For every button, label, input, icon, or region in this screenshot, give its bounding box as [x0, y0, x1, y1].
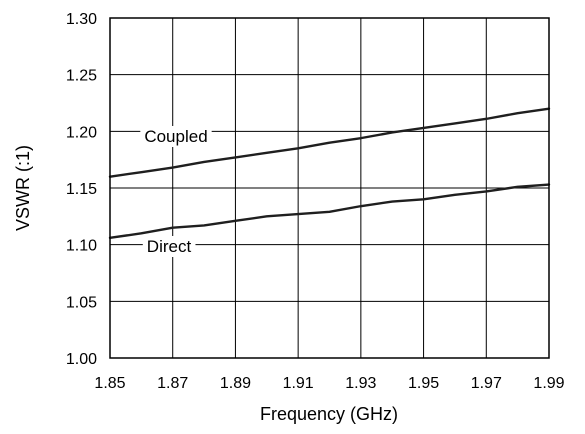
grid [109, 17, 550, 359]
series-label-coupled: Coupled [140, 126, 212, 147]
series-label-background [140, 126, 212, 147]
series-line-direct [108, 183, 551, 240]
x-tick-label: 1.85 [94, 375, 125, 392]
y-tick-label: 1.30 [66, 11, 97, 28]
y-tick-labels: 1.00 1.05 1.10 1.15 1.20 1.25 1.30 [66, 11, 97, 368]
y-tick-label: 1.10 [66, 238, 97, 255]
x-tick-label: 1.97 [471, 375, 502, 392]
y-tick-label: 1.20 [66, 124, 97, 141]
x-tick-label: 1.91 [283, 375, 314, 392]
x-axis-label: Frequency (GHz) [260, 404, 398, 424]
series-label-text: Coupled [144, 127, 207, 146]
series-label-text: Direct [147, 237, 192, 256]
y-axis-label: VSWR (:1) [13, 145, 33, 231]
y-tick-label: 1.25 [66, 68, 97, 85]
x-tick-label: 1.93 [345, 375, 376, 392]
x-tick-label: 1.87 [157, 375, 188, 392]
plot-border [109, 17, 550, 359]
x-tick-labels: 1.85 1.87 1.89 1.91 1.93 1.95 1.97 1.99 [94, 375, 564, 392]
x-tick-label: 1.99 [533, 375, 564, 392]
x-tick-label: 1.89 [220, 375, 251, 392]
series-label-direct: Direct [142, 236, 196, 257]
series-labels: Coupled Direct [140, 126, 212, 257]
series-lines [108, 107, 551, 240]
series-line-coupled [108, 107, 551, 178]
x-tick-label: 1.95 [408, 375, 439, 392]
y-tick-label: 1.05 [66, 294, 97, 311]
series-label-background [142, 236, 196, 257]
y-tick-label: 1.00 [66, 351, 97, 368]
plot-frame [109, 17, 550, 359]
y-tick-label: 1.15 [66, 181, 97, 198]
